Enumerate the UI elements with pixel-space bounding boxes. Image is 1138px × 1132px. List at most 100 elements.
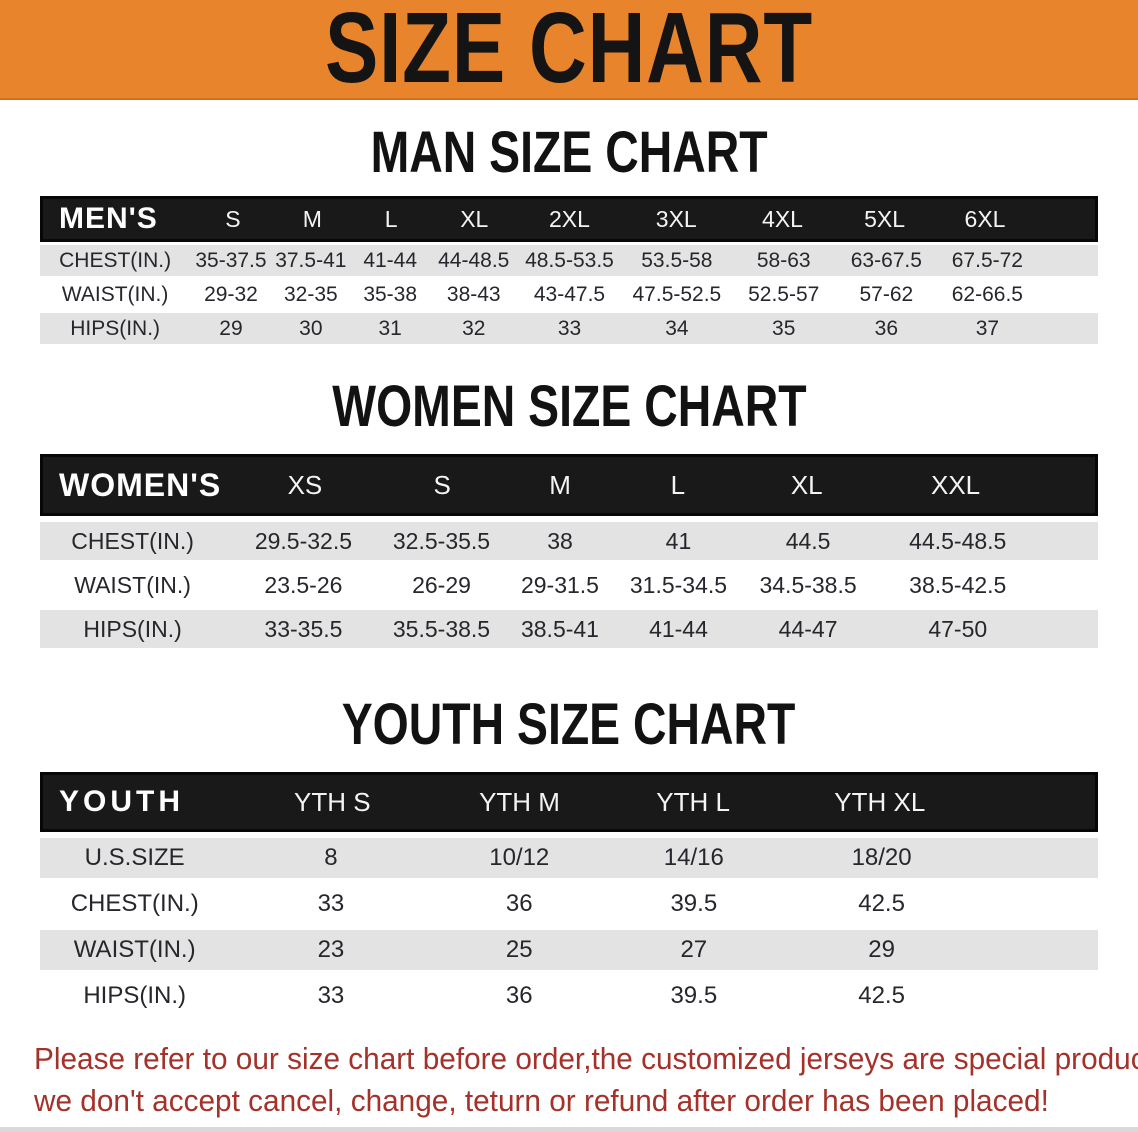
banner-title: SIZE CHART: [325, 0, 813, 100]
measurement-row: HIPS(IN.) 29 30 31 32 33 34 35 36 37: [40, 313, 1098, 344]
measurement-value: 44-47: [778, 615, 838, 642]
row-label: CHEST(IN.): [71, 527, 194, 554]
measurement-value: 27: [680, 936, 708, 963]
measurement-value: 63-67.5: [850, 248, 922, 272]
men-section-title: MAN SIZE CHART: [0, 120, 1138, 185]
measurement-row: WAIST(IN.) 29-32 32-35 35-38 38-43 43-47.5 47.…: [40, 279, 1098, 310]
measurement-value: 41: [665, 527, 692, 554]
size-column-header: L: [384, 205, 398, 232]
measurement-value: 43-47.5: [533, 282, 606, 306]
measurement-value: 36: [505, 982, 533, 1009]
size-column-header: M: [549, 469, 571, 500]
table-header-row: MEN'S S M L XL 2XL 3XL 4XL 5XL 6XL: [40, 196, 1098, 242]
row-label: WAIST(IN.): [61, 282, 169, 306]
measurement-value: 31.5-34.5: [629, 571, 728, 598]
measurement-value: 33: [317, 890, 345, 917]
measurement-value: 29-32: [204, 282, 258, 306]
row-label: HIPS(IN.): [70, 316, 161, 340]
measurement-value: 14/16: [663, 844, 724, 871]
measurement-value: 18/20: [851, 844, 912, 871]
measurement-value: 42.5: [858, 982, 905, 1009]
size-column-header: XS: [287, 469, 323, 500]
measurement-value: 35: [772, 316, 796, 340]
measurement-value: 31: [378, 316, 402, 340]
bottom-edge-strip: [0, 1127, 1138, 1132]
row-label: CHEST(IN.): [59, 248, 172, 272]
measurement-value: 39.5: [670, 982, 718, 1009]
footer-disclaimer-line2: we don't accept cancel, change, teturn o…: [34, 1083, 1049, 1118]
measurement-value: 29.5-32.5: [254, 527, 353, 554]
measurement-value: 52.5-57: [748, 282, 820, 306]
measurement-value: 44.5-48.5: [909, 527, 1007, 554]
measurement-value: 29: [219, 316, 243, 340]
footer-disclaimer-line1: Please refer to our size chart before or…: [34, 1041, 1138, 1076]
row-label: WAIST(IN.): [74, 571, 191, 598]
measurement-row: HIPS(IN.) 33 36 39.5 42.5: [40, 976, 1098, 1016]
youth-size-table: YOUTH YTH S YTH M YTH L YTH XL U.S.SIZE 8 10/12…: [40, 772, 1098, 1016]
measurement-row: CHEST(IN.) 33 36 39.5 42.5: [40, 884, 1098, 924]
measurement-value: 37.5-41: [275, 248, 347, 272]
size-column-header: 6XL: [964, 205, 1006, 232]
size-column-header: S: [225, 205, 241, 232]
size-column-header: XL: [460, 205, 489, 232]
measurement-value: 36: [505, 890, 533, 917]
measurement-value: 35-37.5: [195, 248, 267, 272]
size-column-header: 3XL: [655, 205, 697, 232]
size-column-header: 2XL: [549, 205, 590, 232]
measurement-value: 35.5-38.5: [392, 615, 491, 642]
women-section-title-text: WOMEN SIZE CHART: [331, 374, 807, 439]
measurement-value: 42.5: [858, 890, 905, 917]
measurement-value: 32.5-35.5: [392, 527, 491, 554]
table-header-label: YOUTH: [59, 785, 184, 818]
table-header-label: WOMEN'S: [59, 466, 222, 503]
size-chart-banner: SIZE CHART: [0, 0, 1138, 100]
men-size-table: MEN'S S M L XL 2XL 3XL 4XL 5XL 6XL CHEST(IN.) 35-37…: [40, 196, 1098, 344]
measurement-value: 29-31.5: [520, 571, 599, 598]
measurement-value: 33: [317, 982, 345, 1009]
measurement-value: 23: [317, 936, 345, 963]
measurement-value: 30: [299, 316, 323, 340]
women-size-table: WOMEN'S XS S M L XL XXL CHEST(IN.) 29.5-32.5 32.5…: [40, 454, 1098, 648]
measurement-value: 32-35: [283, 282, 338, 306]
measurement-value: 38-43: [446, 282, 501, 306]
size-column-header: S: [433, 469, 451, 500]
measurement-value: 26-29: [412, 571, 471, 598]
measurement-value: 34.5-38.5: [759, 571, 857, 598]
row-label: HIPS(IN.): [83, 615, 182, 642]
size-column-header: YTH XL: [834, 786, 926, 817]
table-header-row: WOMEN'S XS S M L XL XXL: [40, 454, 1098, 516]
measurement-value: 58-63: [756, 248, 811, 272]
measurement-value: 35-38: [363, 282, 418, 306]
men-size-section: MAN SIZE CHART MEN'S S M L XL 2XL 3XL 4XL 5XL 6XL…: [0, 120, 1138, 344]
measurement-value: 62-66.5: [951, 282, 1023, 306]
measurement-row: WAIST(IN.) 23.5-26 26-29 29-31.5 31.5-34.5 34…: [40, 566, 1098, 604]
size-column-header: M: [302, 205, 322, 232]
measurement-value: 38.5-41: [520, 615, 599, 642]
measurement-value: 39.5: [670, 890, 718, 917]
measurement-value: 48.5-53.5: [525, 248, 614, 272]
youth-section-title: YOUTH SIZE CHART: [0, 692, 1138, 757]
footer-disclaimer: Please refer to our size chart before or…: [34, 1038, 1138, 1122]
measurement-value: 41-44: [649, 615, 708, 642]
measurement-value: 38: [547, 527, 573, 554]
measurement-value: 32: [462, 316, 486, 340]
measurement-row: HIPS(IN.) 33-35.5 35.5-38.5 38.5-41 41-44 44-…: [40, 610, 1098, 648]
measurement-value: 23.5-26: [264, 571, 343, 598]
youth-section-title-text: YOUTH SIZE CHART: [342, 692, 796, 757]
youth-size-section: YOUTH SIZE CHART YOUTH YTH S YTH M YTH L YTH…: [0, 692, 1138, 1016]
measurement-value: 44-48.5: [438, 248, 510, 272]
table-header-row: YOUTH YTH S YTH M YTH L YTH XL: [40, 772, 1098, 832]
row-label: WAIST(IN.): [73, 936, 196, 963]
measurement-value: 67.5-72: [951, 248, 1023, 272]
measurement-value: 25: [505, 936, 533, 963]
measurement-value: 37: [975, 316, 1000, 340]
size-column-header: L: [670, 469, 686, 500]
measurement-value: 29: [868, 936, 895, 963]
measurement-row: CHEST(IN.) 35-37.5 37.5-41 41-44 44-48.5 48.5…: [40, 245, 1098, 276]
size-column-header: YTH L: [656, 786, 730, 817]
size-column-header: 5XL: [864, 205, 905, 232]
measurement-value: 34: [665, 316, 689, 340]
men-section-title-text: MAN SIZE CHART: [370, 120, 768, 185]
measurement-value: 8: [324, 844, 338, 871]
